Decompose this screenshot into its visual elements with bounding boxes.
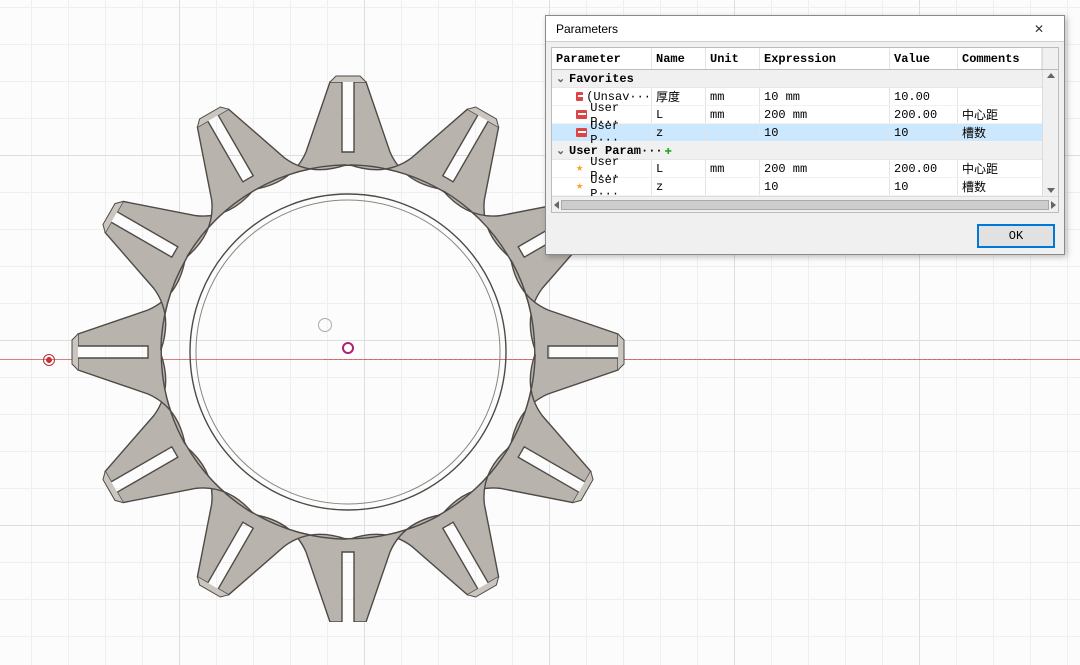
scroll-left-icon[interactable] [554,201,559,209]
cell-expression[interactable]: 10 [760,178,890,195]
cell-value: 200.00 [890,160,958,177]
fx-icon [576,110,587,119]
table-row[interactable]: User P···z1010槽数 [552,124,1058,142]
cell-value: 10.00 [890,88,958,105]
horizontal-scrollbar[interactable] [552,196,1058,212]
scroll-right-icon[interactable] [1051,201,1056,209]
cell-value: 200.00 [890,106,958,123]
twisty-icon[interactable]: ⌄ [556,144,566,157]
cell-unit[interactable]: mm [706,88,760,105]
cell-name[interactable]: L [652,160,706,177]
cell-value: 10 [890,124,958,141]
dialog-footer: OK [546,218,1064,254]
favorite-star-icon: ★ [576,181,587,193]
cell-unit[interactable]: mm [706,160,760,177]
dialog-title: Parameters [556,22,1020,36]
cell-expression[interactable]: 200 mm [760,160,890,177]
grid-section[interactable]: ⌄Favorites [552,70,1058,88]
header-comments[interactable]: Comments [958,48,1042,69]
grid-body: ⌄Favorites(Unsav···厚度mm10 mm10.00User P·… [552,70,1058,196]
dialog-titlebar[interactable]: Parameters ✕ [546,16,1064,42]
add-parameter-icon[interactable]: ✚ [665,143,672,158]
header-expression[interactable]: Expression [760,48,890,69]
twisty-icon[interactable]: ⌄ [556,72,566,85]
parameters-grid: Parameter Name Unit Expression Value Com… [551,47,1059,213]
header-unit[interactable]: Unit [706,48,760,69]
cell-value: 10 [890,178,958,195]
header-scroll-spacer [1042,48,1058,69]
cell-expression[interactable]: 10 [760,124,890,141]
parameters-dialog: Parameters ✕ Parameter Name Unit Express… [545,15,1065,255]
cell-name[interactable]: 厚度 [652,88,706,105]
cell-name[interactable]: L [652,106,706,123]
vertical-scrollbar[interactable] [1042,70,1058,196]
scroll-thumb[interactable] [561,200,1049,210]
cell-name[interactable]: z [652,124,706,141]
cell-unit[interactable] [706,124,760,141]
header-value[interactable]: Value [890,48,958,69]
scroll-up-icon[interactable] [1047,73,1055,78]
cell-expression[interactable]: 10 mm [760,88,890,105]
cell-name[interactable]: z [652,178,706,195]
cell-expression[interactable]: 200 mm [760,106,890,123]
ok-button[interactable]: OK [978,225,1054,247]
sketch-origin-marker [342,342,354,354]
table-row[interactable]: ★User P···z1010槽数 [552,178,1058,196]
cell-unit[interactable] [706,178,760,195]
param-source: User P··· [590,173,651,197]
header-name[interactable]: Name [652,48,706,69]
world-origin-marker [43,354,55,366]
scroll-down-icon[interactable] [1047,188,1055,193]
cell-unit[interactable]: mm [706,106,760,123]
grid-header: Parameter Name Unit Expression Value Com… [552,48,1058,70]
fx-icon [576,92,583,101]
param-source: User P··· [590,119,651,147]
fx-icon [576,128,587,137]
header-parameter[interactable]: Parameter [552,48,652,69]
favorite-star-icon: ★ [576,163,587,175]
close-icon[interactable]: ✕ [1020,17,1058,41]
